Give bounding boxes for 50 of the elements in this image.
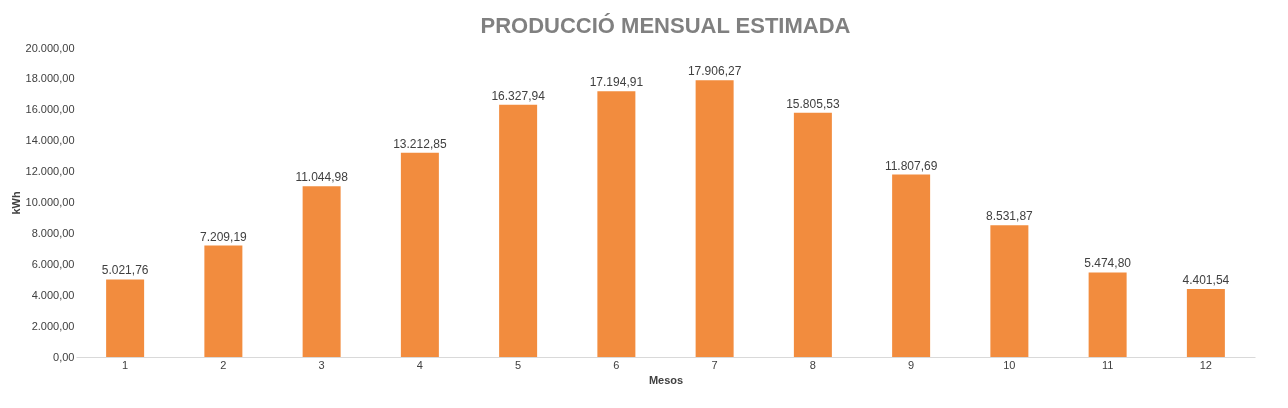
data-label: 11.807,69 bbox=[884, 158, 938, 173]
bar bbox=[695, 80, 734, 357]
data-label: 15.805,53 bbox=[786, 96, 840, 111]
bar bbox=[892, 174, 931, 357]
x-tick-label: 10 bbox=[1003, 358, 1016, 371]
x-tick-label: 11 bbox=[1101, 358, 1114, 371]
y-tick-label: 16.000,00 bbox=[25, 103, 75, 116]
data-label: 11.044,98 bbox=[295, 170, 349, 185]
data-label: 13.212,85 bbox=[393, 136, 447, 151]
y-tick-label: 14.000,00 bbox=[25, 134, 75, 147]
y-tick-label: 4.000,00 bbox=[31, 288, 75, 301]
data-label: 4.401,54 bbox=[1182, 273, 1230, 287]
x-tick-label: 7 bbox=[711, 358, 718, 371]
x-tick-label: 9 bbox=[908, 358, 915, 371]
x-tick-label: 2 bbox=[220, 358, 227, 371]
x-tick-label: 8 bbox=[809, 358, 816, 371]
y-tick-label: 6.000,00 bbox=[31, 257, 75, 270]
bar bbox=[793, 112, 832, 357]
y-tick-label: 0,00 bbox=[53, 350, 75, 363]
chart-title: PRODUCCIÓ MENSUAL ESTIMADA bbox=[480, 13, 851, 38]
bar bbox=[302, 186, 341, 357]
y-tick-label: 12.000,00 bbox=[25, 165, 75, 178]
x-tick-label: 6 bbox=[613, 358, 620, 371]
y-tick-label: 18.000,00 bbox=[25, 72, 75, 85]
x-tick-label: 1 bbox=[122, 358, 129, 371]
data-label: 17.194,91 bbox=[589, 75, 644, 90]
y-tick-label: 20.000,00 bbox=[25, 41, 75, 54]
bar bbox=[990, 225, 1029, 357]
data-label: 8.531,87 bbox=[986, 209, 1034, 224]
bar bbox=[106, 279, 145, 357]
data-label: 16.327,94 bbox=[491, 88, 546, 103]
x-tick-label: 5 bbox=[515, 358, 522, 371]
bar bbox=[499, 104, 538, 357]
data-label: 7.209,19 bbox=[200, 229, 248, 244]
bar bbox=[597, 91, 636, 357]
y-axis-title: kWh bbox=[9, 191, 22, 215]
data-label: 17.906,27 bbox=[687, 64, 742, 79]
x-tick-label: 12 bbox=[1199, 358, 1212, 371]
bar bbox=[1186, 289, 1225, 357]
bar bbox=[204, 245, 243, 357]
y-tick-label: 2.000,00 bbox=[31, 319, 75, 332]
y-tick-label: 8.000,00 bbox=[31, 226, 75, 239]
x-tick-label: 3 bbox=[318, 358, 325, 371]
x-tick-label: 4 bbox=[416, 358, 423, 371]
x-axis-title: Mesos bbox=[648, 373, 684, 386]
data-label: 5.474,80 bbox=[1084, 256, 1132, 271]
bar bbox=[400, 152, 439, 357]
data-label: 5.021,76 bbox=[101, 263, 149, 278]
y-tick-label: 10.000,00 bbox=[25, 196, 75, 208]
bar bbox=[1088, 272, 1127, 357]
